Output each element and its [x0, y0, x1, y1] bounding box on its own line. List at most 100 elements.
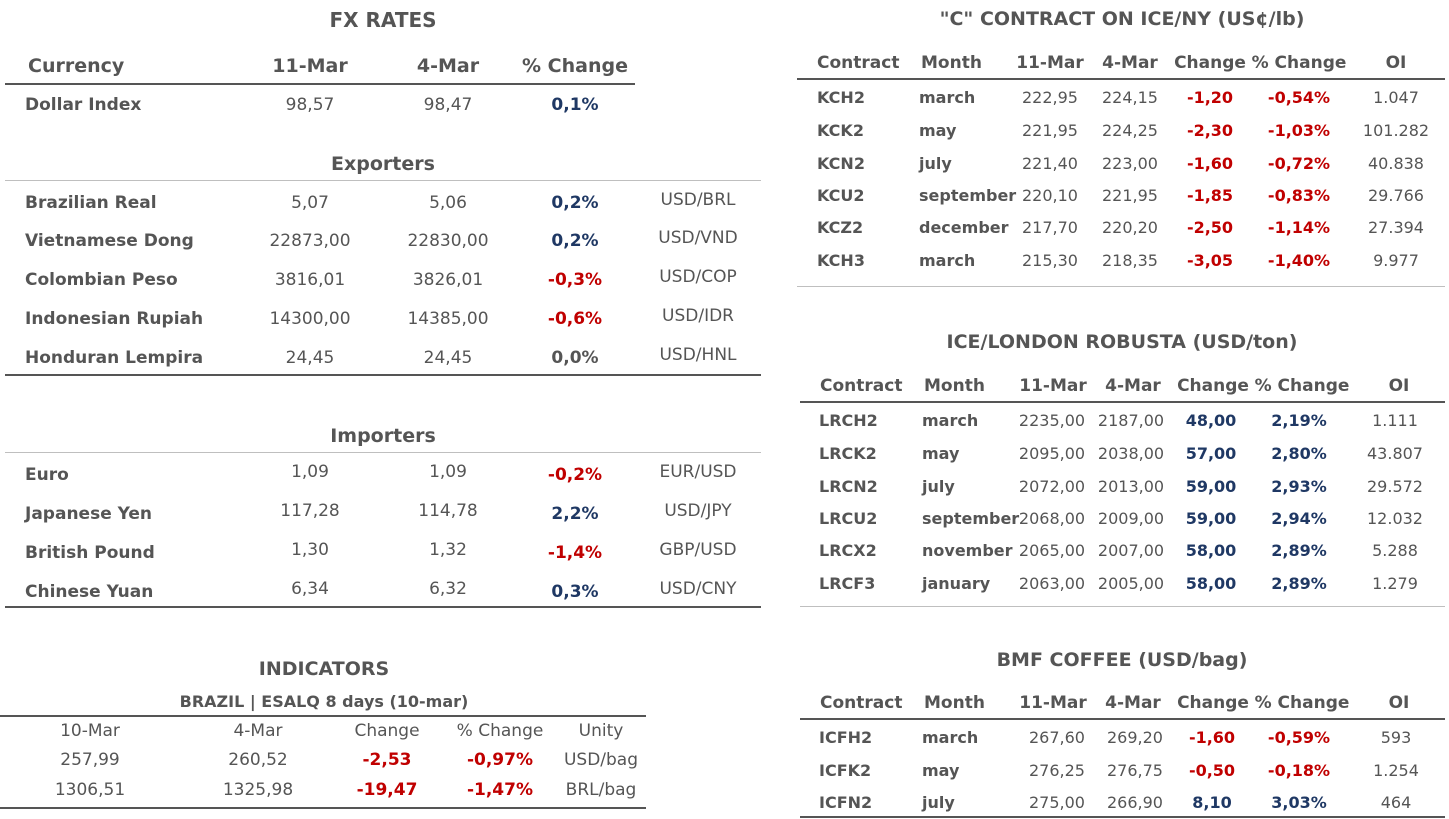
indicators-value-4mar: 1325,98	[222, 780, 294, 800]
contract-value-4mar: 2187,00	[1097, 411, 1165, 430]
fx-row-pair: EUR/USD	[659, 462, 737, 482]
contract-month: march	[922, 411, 979, 430]
contract-pct-change: -0,18%	[1267, 761, 1331, 780]
contract-oi: 9.977	[1373, 251, 1419, 270]
fx-row-value-4mar: 114,78	[418, 501, 478, 521]
indicators-unity: USD/bag	[563, 750, 639, 770]
contract-code: LRCN2	[819, 477, 878, 496]
contract-code: KCU2	[817, 186, 865, 205]
contract-code: KCZ2	[817, 218, 864, 237]
fx-header-4mar: 4-Mar	[416, 55, 480, 77]
fx-row-value-4mar: 6,32	[429, 579, 467, 599]
contract-pct-change: 2,94%	[1271, 509, 1327, 528]
col-header-change: Change	[1177, 376, 1249, 396]
fx-row-pct-change: 2,2%	[551, 504, 599, 524]
contract-value-4mar: 224,25	[1102, 121, 1158, 140]
col-header-4mar: 4-Mar	[1105, 376, 1161, 396]
fx-header-rule	[5, 83, 635, 85]
contract-pct-change: -0,54%	[1267, 88, 1331, 107]
col-header-month: Month	[921, 53, 982, 73]
fx-row-value-4mar: 22830,00	[407, 231, 489, 251]
fx-row-pair: USD/BRL	[660, 190, 736, 210]
fx-exporters-bottom-rule	[5, 374, 761, 376]
indicators-header-10mar: 10-Mar	[60, 721, 120, 741]
contract-value-11mar: 221,40	[1022, 154, 1078, 173]
contract-value-4mar: 266,90	[1107, 793, 1163, 812]
contract-code: ICFN2	[819, 793, 873, 812]
contract-month: july	[922, 793, 955, 812]
col-header-month: Month	[924, 376, 985, 396]
fx-row-pair: USD/VND	[658, 228, 738, 248]
contract-oi: 29.766	[1368, 186, 1424, 205]
fx-row-pair: USD/CNY	[659, 579, 737, 599]
indicators-header-unity: Unity	[578, 721, 624, 741]
contract-change: -2,50	[1186, 218, 1234, 237]
col-header-oi: OI	[1388, 376, 1410, 396]
contract-change: 58,00	[1185, 574, 1237, 593]
fx-row-value-11mar: 6,34	[291, 579, 329, 599]
contract-code: KCH2	[817, 88, 865, 107]
contract-pct-change: -1,14%	[1267, 218, 1331, 237]
indicators-unity: BRL/bag	[565, 780, 637, 800]
contract-change: 48,00	[1185, 411, 1237, 430]
fx-row-pct-change: -0,3%	[547, 270, 603, 290]
fx-row-pair: GBP/USD	[659, 540, 737, 560]
col-header-4mar: 4-Mar	[1102, 53, 1158, 73]
contract-change: -0,50	[1188, 761, 1236, 780]
contract-month: july	[919, 154, 952, 173]
fx-row-value-11mar: 3816,01	[274, 270, 346, 290]
fx-importers-title: Importers	[330, 425, 436, 447]
contract-oi: 29.572	[1367, 477, 1423, 496]
fx-row-pct-change: 0,2%	[551, 231, 599, 251]
contract-month: march	[922, 728, 979, 747]
fx-row-pair: USD/IDR	[662, 306, 734, 326]
contract-value-11mar: 222,95	[1022, 88, 1078, 107]
contract-value-11mar: 221,95	[1022, 121, 1078, 140]
fx-row-name: British Pound	[25, 543, 155, 563]
fx-row-value-4mar: 1,09	[429, 462, 467, 482]
contract-oi: 101.282	[1362, 121, 1430, 140]
contract-pct-change: -1,40%	[1267, 251, 1331, 270]
col-header-11mar: 11-Mar	[1019, 376, 1087, 396]
contract-value-11mar: 2068,00	[1018, 509, 1086, 528]
contract-value-4mar: 220,20	[1102, 218, 1158, 237]
contract-value-4mar: 2005,00	[1097, 574, 1165, 593]
contract-oi: 1.111	[1372, 411, 1418, 430]
fx-row-pct-change: 0,0%	[551, 348, 599, 368]
bmf-header-rule	[800, 718, 1445, 720]
contract-value-4mar: 276,75	[1107, 761, 1163, 780]
col-header-pct-change: % Change	[1254, 693, 1350, 713]
contract-month: november	[922, 541, 1013, 560]
fx-row-pct-change: -0,2%	[547, 465, 603, 485]
col-header-11mar: 11-Mar	[1016, 53, 1084, 73]
contract-oi: 40.838	[1368, 154, 1424, 173]
contract-pct-change: 2,89%	[1271, 574, 1327, 593]
fx-row-name: Euro	[25, 465, 69, 485]
col-header-pct-change: % Change	[1251, 53, 1347, 73]
contract-value-4mar: 2007,00	[1097, 541, 1165, 560]
fx-row-pair: USD/COP	[659, 267, 737, 287]
contract-oi: 5.288	[1372, 541, 1418, 560]
contract-value-11mar: 2095,00	[1018, 444, 1086, 463]
indicators-header-change: Change	[354, 721, 420, 741]
col-header-change: Change	[1174, 53, 1246, 73]
fx-row-name: Honduran Lempira	[25, 348, 204, 368]
robusta-title: ICE/LONDON ROBUSTA (USD/ton)	[946, 331, 1298, 353]
contract-change: -1,60	[1186, 154, 1234, 173]
fx-row-name: Vietnamese Dong	[25, 231, 194, 251]
contract-pct-change: -0,59%	[1267, 728, 1331, 747]
contract-value-4mar: 2009,00	[1097, 509, 1165, 528]
fx-row-value-4mar: 5,06	[429, 193, 467, 213]
contract-month: march	[919, 251, 976, 270]
contract-month: may	[922, 761, 960, 780]
contract-code: ICFK2	[819, 761, 872, 780]
fx-row-pct-change: -1,4%	[547, 543, 603, 563]
contract-oi: 464	[1380, 793, 1412, 812]
col-header-contract: Contract	[820, 376, 903, 396]
contract-value-11mar: 276,25	[1029, 761, 1085, 780]
fx-header-pct-change: % Change	[522, 55, 628, 77]
contract-month: september	[922, 509, 1020, 528]
contract-value-11mar: 2063,00	[1018, 574, 1086, 593]
fx-row-value-11mar: 5,07	[291, 193, 329, 213]
fx-row-value-11mar: 1,09	[291, 462, 329, 482]
